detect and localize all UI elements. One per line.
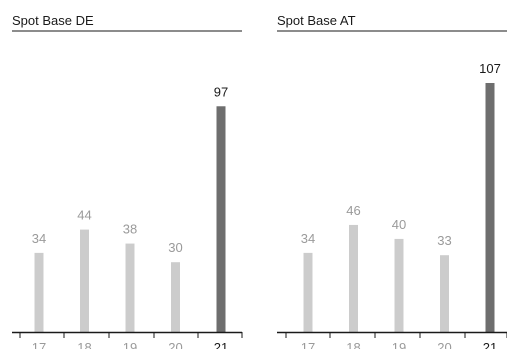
chart-1-bar-19: [125, 243, 135, 332]
chart-1-tick-label-17: 17: [32, 340, 46, 349]
chart-2-bar-17: [303, 252, 313, 332]
chart-2-bar-18: [349, 224, 358, 332]
chart-1-value-label-20: 30: [168, 240, 182, 255]
chart-2-tick-label-19: 19: [392, 340, 406, 349]
chart-2-tick-label-20: 20: [437, 340, 451, 349]
chart-1-tick-label-19: 19: [123, 340, 137, 349]
chart-2-title: Spot Base AT: [277, 13, 356, 28]
chart-1-bar-18: [80, 229, 89, 332]
chart-2-value-label-20: 33: [437, 233, 451, 248]
chart-1-value-label-18: 44: [77, 208, 91, 223]
chart-1-bar-17: [34, 252, 44, 332]
chart-2-value-label-19: 40: [392, 217, 406, 232]
chart-1-value-label-19: 38: [123, 222, 137, 237]
chart-2-value-label-21: 107: [479, 61, 501, 76]
chart-1-tick-label-18: 18: [77, 340, 91, 349]
chart-1-title: Spot Base DE: [12, 13, 94, 28]
chart-2-value-label-18: 46: [346, 203, 360, 218]
chart-2-tick-label-17: 17: [301, 340, 315, 349]
chart-1-bar-20: [171, 262, 180, 332]
chart-2-bar-19: [394, 238, 404, 332]
chart-1-value-label-21: 97: [214, 84, 228, 99]
chart-1-value-label-17: 34: [32, 231, 46, 246]
chart-1-tick-label-20: 20: [168, 340, 182, 349]
chart-2-tick-label-18: 18: [346, 340, 360, 349]
chart-2-bar-21: [485, 83, 495, 332]
chart-2-bar-20: [440, 255, 449, 332]
chart-1-bar-21: [216, 106, 226, 332]
chart-1-tick-label-21: 21: [214, 340, 228, 349]
chart-2-tick-label-21: 21: [483, 340, 497, 349]
chart-2-value-label-17: 34: [301, 231, 315, 246]
